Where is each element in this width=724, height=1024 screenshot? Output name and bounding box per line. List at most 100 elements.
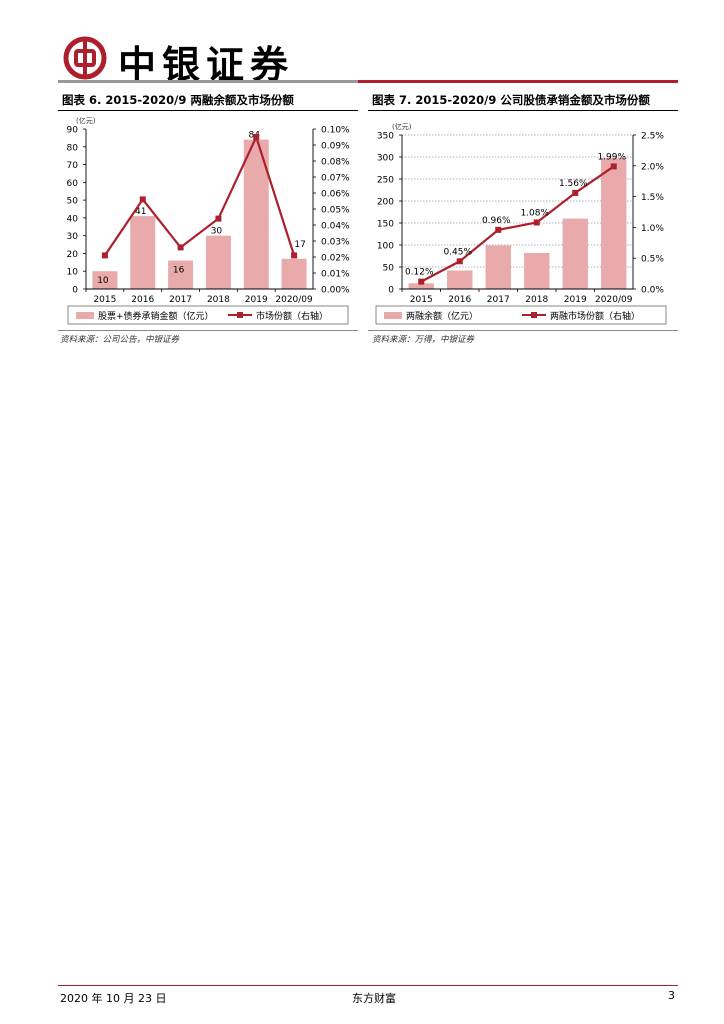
- left-axis-tick-label: 100: [377, 242, 394, 252]
- bar-data-label: 41: [135, 207, 146, 217]
- right-axis-tick-label: 2.5%: [641, 132, 664, 142]
- line-point: [139, 196, 146, 203]
- figure-6-title-rule: [58, 110, 358, 111]
- legend-line-marker: [237, 312, 243, 318]
- bar: [92, 271, 118, 289]
- right-axis-tick-label: 1.5%: [641, 193, 664, 203]
- left-axis-tick-label: 90: [67, 126, 79, 136]
- header-rule-red: [358, 80, 678, 83]
- left-axis-tick-label: 150: [377, 220, 394, 230]
- legend-box: [67, 305, 349, 325]
- x-axis-tick-label: 2020/09: [595, 295, 633, 305]
- right-axis-tick-label: 0.01%: [321, 270, 350, 280]
- line-point: [291, 252, 298, 259]
- legend-bar-swatch: [76, 312, 94, 319]
- line-data-label: 0.45%: [443, 247, 472, 257]
- bar: [447, 270, 473, 289]
- left-axis-tick-label: 0: [388, 286, 394, 296]
- bank-of-china-logo-icon: [63, 36, 107, 80]
- left-axis-tick-label: 40: [67, 214, 79, 224]
- figure-6-title: 图表 6. 2015-2020/9 两融余额及市场份额: [62, 93, 294, 107]
- x-axis-tick-label: 2015: [93, 295, 116, 305]
- unit-label: (亿元): [76, 116, 96, 125]
- left-axis-tick-label: 20: [67, 250, 79, 260]
- unit-label: (亿元): [392, 122, 412, 131]
- bar: [524, 252, 550, 289]
- footer-publisher: 东方财富: [352, 992, 396, 1005]
- figure-6-chart: (亿元) 0 10 20 30 40 50 60 70 80 90 0.00% 0.01% 0.02% 0.…: [67, 116, 350, 325]
- right-axis-tick-label: 0.04%: [321, 222, 350, 232]
- right-axis-tick-label: 2.0%: [641, 162, 664, 172]
- line-data-label: 1.08%: [520, 208, 549, 218]
- left-axis-tick-label: 200: [377, 198, 394, 208]
- line-point: [101, 252, 108, 259]
- figure-7-source: 资料来源：万得，中银证券: [372, 335, 475, 345]
- right-axis-tick-label: 0.02%: [321, 254, 350, 264]
- line-series: [104, 133, 296, 257]
- page-number: 3: [668, 989, 675, 1002]
- footer-date: 2020 年 10 月 23 日: [60, 992, 167, 1005]
- figure-7-title: 图表 7. 2015-2020/9 公司股债承销金额及市场份额: [372, 93, 650, 107]
- legend-bar-label: 两融余额（亿元）: [406, 310, 478, 322]
- left-axis-tick-label: 250: [377, 176, 394, 186]
- left-axis-tick-label: 30: [67, 232, 79, 242]
- legend-line-label: 两融市场份额（右轴）: [550, 310, 640, 322]
- x-axis-tick-label: 2016: [448, 295, 471, 305]
- right-axis-tick-label: 0.07%: [321, 174, 350, 184]
- figure-7-source-rule: [368, 330, 678, 331]
- line-data-label: 0.96%: [482, 216, 511, 226]
- left-axis-tick-label: 60: [67, 179, 79, 189]
- right-axis-tick-label: 0.00%: [321, 286, 350, 296]
- left-axis-tick-label: 70: [67, 161, 79, 171]
- line-point: [572, 189, 579, 196]
- line-point: [610, 163, 617, 170]
- legend-line-marker: [531, 312, 537, 318]
- line-point: [533, 219, 540, 226]
- x-axis-tick-label: 2017: [487, 295, 510, 305]
- right-axis-tick-label: 0.09%: [321, 142, 350, 152]
- left-axis-tick-label: 0: [72, 286, 78, 296]
- left-axis-tick-label: 50: [67, 197, 79, 207]
- bar: [281, 258, 307, 289]
- bar: [130, 216, 156, 289]
- x-axis-tick-label: 2019: [564, 295, 587, 305]
- figure-7-title-rule: [368, 110, 678, 111]
- bar: [601, 157, 627, 289]
- legend-box: [375, 305, 667, 325]
- right-axis-tick-label: 0.06%: [321, 190, 350, 200]
- line-point: [456, 258, 463, 265]
- line-data-label: 1.56%: [559, 179, 588, 189]
- x-axis-tick-label: 2016: [131, 295, 154, 305]
- figure-6-source: 资料来源：公司公告，中银证券: [60, 335, 180, 345]
- bar: [485, 245, 511, 289]
- line-point: [253, 134, 260, 140]
- line-point: [177, 244, 184, 251]
- bar: [205, 235, 231, 289]
- x-axis-tick-label: 2018: [525, 295, 548, 305]
- right-axis-tick-label: 0.0%: [641, 286, 664, 296]
- bar-data-label: 30: [211, 227, 223, 237]
- x-axis-tick-label: 2019: [245, 295, 268, 305]
- bar: [562, 218, 588, 289]
- line-data-label: 0.12%: [405, 268, 434, 278]
- x-axis-tick-label: 2017: [169, 295, 192, 305]
- bar: [168, 260, 194, 289]
- bar-data-label: 17: [294, 240, 305, 250]
- line-data-label: 1.99%: [597, 152, 626, 162]
- right-axis-tick-label: 0.08%: [321, 158, 350, 168]
- report-header: 中银证券: [58, 28, 678, 88]
- left-axis-tick-label: 350: [377, 132, 394, 142]
- right-axis-tick-label: 0.03%: [321, 238, 350, 248]
- right-axis-tick-label: 0.5%: [641, 255, 664, 265]
- bar: [408, 283, 434, 289]
- left-axis-tick-label: 10: [67, 268, 79, 278]
- figure-7-chart: (亿元) 0 50 100 150 200 250 300 350 0.0% 0.5% 1.0% 1.5…: [375, 122, 667, 325]
- x-axis-tick-label: 2015: [410, 295, 433, 305]
- right-axis-tick-label: 0.05%: [321, 206, 350, 216]
- figure-6-source-rule: [58, 330, 358, 331]
- brand-name: 中银证券: [118, 42, 295, 87]
- left-axis-tick-label: 300: [377, 154, 394, 164]
- bar-data-label: 10: [97, 276, 109, 286]
- bar-data-label: 16: [173, 266, 185, 276]
- legend-bar-swatch: [384, 312, 402, 319]
